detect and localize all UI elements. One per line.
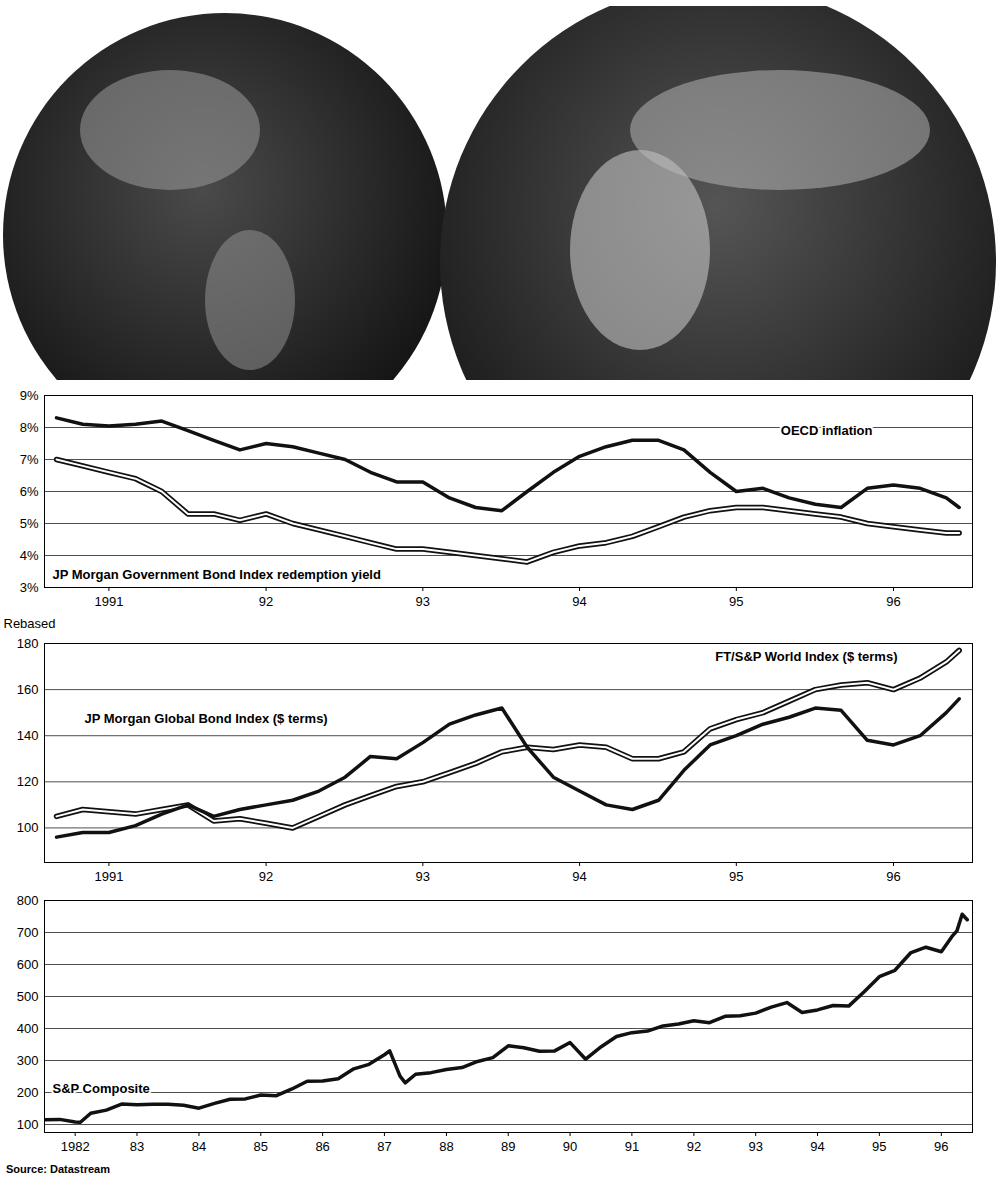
svg-text:100: 100 (17, 820, 39, 835)
svg-text:100: 100 (17, 1117, 39, 1132)
svg-text:180: 180 (17, 636, 39, 651)
svg-text:Rebased: Rebased (4, 616, 56, 631)
svg-text:140: 140 (17, 728, 39, 743)
svg-text:95: 95 (872, 1139, 886, 1154)
svg-text:96: 96 (886, 869, 900, 884)
svg-text:85: 85 (254, 1139, 268, 1154)
svg-text:160: 160 (17, 682, 39, 697)
svg-text:87: 87 (377, 1139, 391, 1154)
svg-text:800: 800 (17, 893, 39, 908)
svg-text:7%: 7% (20, 452, 39, 467)
svg-text:83: 83 (130, 1139, 144, 1154)
svg-text:OECD inflation: OECD inflation (781, 423, 873, 438)
svg-text:300: 300 (17, 1053, 39, 1068)
svg-text:92: 92 (259, 594, 273, 609)
svg-text:96: 96 (934, 1139, 948, 1154)
svg-text:94: 94 (810, 1139, 824, 1154)
svg-text:6%: 6% (20, 484, 39, 499)
svg-text:S&P Composite: S&P Composite (53, 1081, 150, 1096)
svg-text:5%: 5% (20, 516, 39, 531)
svg-text:4%: 4% (20, 548, 39, 563)
svg-text:120: 120 (17, 774, 39, 789)
svg-text:9%: 9% (20, 388, 39, 403)
svg-text:90: 90 (563, 1139, 577, 1154)
svg-text:1982: 1982 (61, 1139, 90, 1154)
svg-text:91: 91 (625, 1139, 639, 1154)
svg-text:95: 95 (729, 594, 743, 609)
svg-text:89: 89 (501, 1139, 515, 1154)
svg-text:700: 700 (17, 925, 39, 940)
svg-text:1991: 1991 (94, 869, 123, 884)
svg-text:1991: 1991 (94, 594, 123, 609)
svg-text:8%: 8% (20, 420, 39, 435)
svg-text:500: 500 (17, 989, 39, 1004)
html-text:Source: Datastream: Source: Datastream (6, 1163, 110, 1175)
svg-text:96: 96 (886, 594, 900, 609)
svg-text:200: 200 (17, 1085, 39, 1100)
svg-text:95: 95 (729, 869, 743, 884)
svg-text:FT/S&P World Index ($ terms): FT/S&P World Index ($ terms) (715, 649, 897, 664)
svg-text:86: 86 (315, 1139, 329, 1154)
svg-text:94: 94 (572, 869, 586, 884)
svg-text:400: 400 (17, 1021, 39, 1036)
svg-text:92: 92 (687, 1139, 701, 1154)
svg-text:93: 93 (748, 1139, 762, 1154)
svg-text:600: 600 (17, 957, 39, 972)
svg-text:92: 92 (259, 869, 273, 884)
svg-text:94: 94 (572, 594, 586, 609)
svg-text:93: 93 (416, 594, 430, 609)
svg-text:JP Morgan Government Bond Inde: JP Morgan Government Bond Index redempti… (53, 567, 381, 582)
svg-text:84: 84 (192, 1139, 206, 1154)
svg-text:JP Morgan Global Bond Index ($: JP Morgan Global Bond Index ($ terms) (85, 711, 328, 726)
svg-text:93: 93 (416, 869, 430, 884)
svg-text:3%: 3% (20, 580, 39, 595)
svg-text:88: 88 (439, 1139, 453, 1154)
